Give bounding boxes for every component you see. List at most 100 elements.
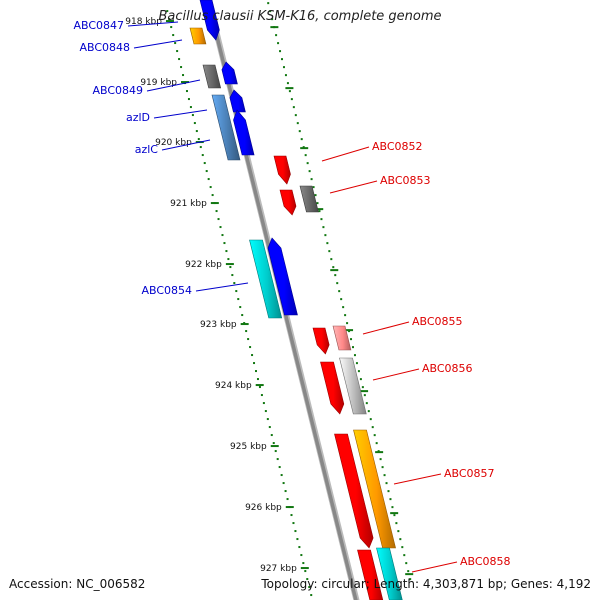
gene-label-left: ABC0849 xyxy=(92,84,143,97)
scale-dot xyxy=(262,402,265,405)
kbp-label: 919 kbp xyxy=(140,78,177,88)
gene-steel xyxy=(211,94,241,161)
scale-dot xyxy=(205,170,208,173)
scale-dot xyxy=(207,178,210,181)
leader-line xyxy=(321,146,370,162)
scale-dot xyxy=(256,378,259,381)
scale-dot xyxy=(176,50,179,53)
scale-dot xyxy=(278,466,281,469)
scale-dot xyxy=(203,162,206,165)
gene-abc0848 xyxy=(189,27,207,45)
scale-dot xyxy=(310,178,313,181)
scale-dot xyxy=(302,562,305,565)
leader-line xyxy=(411,561,458,573)
gene-abc0852 xyxy=(273,155,291,185)
scale-dot xyxy=(201,154,204,157)
scale-dot xyxy=(381,466,384,469)
scale-dot xyxy=(266,418,269,421)
scale-dot xyxy=(235,290,238,293)
scale-dot xyxy=(367,410,370,413)
scale-dot xyxy=(267,2,270,5)
scale-dot xyxy=(279,50,282,53)
kbp-label: 918 kbp xyxy=(125,17,162,27)
scale-dot xyxy=(308,170,311,173)
scale-dot xyxy=(399,538,402,541)
scale-dot xyxy=(385,482,388,485)
scale-dot xyxy=(306,162,309,165)
scale-dot xyxy=(304,570,307,573)
scale-dot xyxy=(277,42,280,45)
scale-dot xyxy=(318,210,321,213)
scale-dot xyxy=(284,74,287,77)
scale-dot xyxy=(298,130,301,133)
scale-dot xyxy=(187,98,190,101)
gene-azlc xyxy=(233,109,255,156)
kbp-label: 927 kbp xyxy=(260,564,297,574)
leader-line xyxy=(133,39,183,49)
scale-dot xyxy=(178,58,181,61)
scale-dot xyxy=(270,434,273,437)
topology-text: Topology: circular; Length: 4,303,871 bp… xyxy=(261,577,591,591)
scale-dot xyxy=(247,338,250,341)
scale-dot xyxy=(401,546,404,549)
scale-dot xyxy=(264,410,267,413)
gene-label-right: ABC0853 xyxy=(380,174,431,187)
scale-dot xyxy=(282,482,285,485)
scale-dot xyxy=(365,402,368,405)
scale-dot xyxy=(346,322,349,325)
scale-dot xyxy=(389,498,392,501)
gene-label-left: ABC0854 xyxy=(141,284,192,297)
scale-dot xyxy=(403,554,406,557)
scale-dot xyxy=(397,530,400,533)
scale-dot xyxy=(330,258,333,261)
scale-dot xyxy=(286,82,289,85)
scale-dot xyxy=(229,266,232,269)
scale-dot xyxy=(241,314,244,317)
scale-dot xyxy=(219,226,222,229)
scale-dot xyxy=(369,418,372,421)
scale-dot xyxy=(209,186,212,189)
scale-dot xyxy=(290,98,293,101)
scale-dot xyxy=(182,74,185,77)
scale-dot xyxy=(223,242,226,245)
scale-dot xyxy=(225,250,228,253)
gene-abc0855-pink xyxy=(332,325,352,351)
scale-dot xyxy=(191,114,194,117)
scale-dot xyxy=(197,138,200,141)
scale-dot xyxy=(233,282,236,285)
leader-line xyxy=(393,473,442,485)
scale-dot xyxy=(199,146,202,149)
gene-label-right: ABC0858 xyxy=(460,555,511,568)
scale-dot xyxy=(334,274,337,277)
scale-dot xyxy=(300,138,303,141)
scale-dot xyxy=(350,338,353,341)
leader-line xyxy=(195,282,249,292)
scale-dot xyxy=(294,114,297,117)
scale-dot xyxy=(357,370,360,373)
gene-label-left: azlD xyxy=(126,111,150,124)
scale-dot xyxy=(387,490,390,493)
scale-dot xyxy=(272,442,275,445)
scale-dot xyxy=(300,554,303,557)
scale-dot xyxy=(268,426,271,429)
kbp-label: 922 kbp xyxy=(185,260,222,270)
scale-dot xyxy=(306,578,309,581)
scale-dot xyxy=(260,394,263,397)
scale-dot xyxy=(294,530,297,533)
scale-dot xyxy=(170,26,173,29)
scale-dot xyxy=(275,34,278,37)
scale-dot xyxy=(371,426,374,429)
scale-dot xyxy=(284,490,287,493)
scale-dot xyxy=(322,226,325,229)
scale-dot xyxy=(405,562,408,565)
scale-dot xyxy=(304,154,307,157)
scale-dot xyxy=(326,242,329,245)
gene-label-left: ABC0848 xyxy=(79,41,130,54)
scale-dot xyxy=(383,474,386,477)
scale-dot xyxy=(237,298,240,301)
gene-cyan-0854 xyxy=(249,239,283,319)
scale-dot xyxy=(253,362,256,365)
scale-dot xyxy=(195,130,198,133)
